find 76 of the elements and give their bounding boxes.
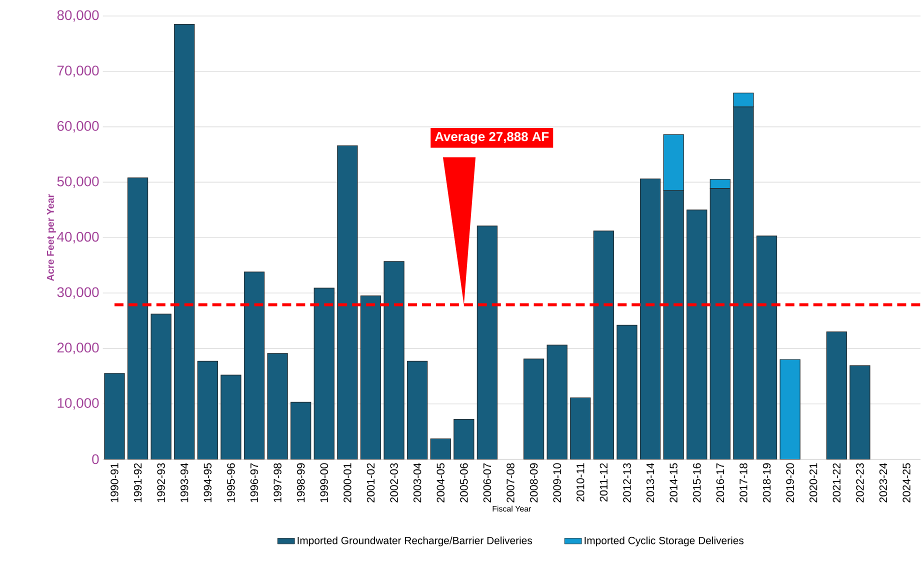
bar: [593, 230, 614, 460]
bar: [127, 177, 148, 460]
x-tick-label: 2008-09: [530, 463, 538, 502]
x-tick-label: 1997-98: [274, 463, 282, 502]
y-tick-label: 70,000: [57, 66, 99, 78]
x-tick-label: 2006-07: [483, 463, 492, 502]
bar: [850, 365, 870, 460]
bar: [337, 145, 358, 460]
bar: [686, 210, 708, 460]
x-tick-label: 2013-14: [646, 463, 654, 502]
legend-label: Imported Cyclic Storage Deliveries: [584, 536, 744, 546]
bar: [756, 236, 778, 460]
x-tick-label: 2021-22: [832, 463, 841, 502]
x-tick-label: 1991-92: [134, 463, 142, 502]
bar: [454, 419, 474, 460]
bar: [360, 295, 382, 460]
x-tick-label: 2010-11: [576, 463, 584, 502]
bar: [314, 288, 334, 460]
x-tick-label: 2003-04: [413, 463, 422, 502]
bar: [430, 438, 451, 460]
bar: [197, 360, 218, 460]
bar: [640, 178, 661, 460]
x-tick-label: 1995-96: [227, 463, 235, 502]
bar: [290, 402, 312, 460]
bar: [523, 358, 544, 460]
x-tick-label: 1998-99: [296, 463, 305, 502]
legend-label: Imported Groundwater Recharge/Barrier Deliveries: [298, 536, 532, 546]
bar: [826, 331, 847, 460]
x-tick-label: 2004-05: [436, 463, 444, 502]
y-axis-title: Acre Feet per Year: [46, 194, 56, 282]
y-tick-label: 10,000: [58, 398, 99, 410]
x-tick-label: 2015-16: [693, 463, 701, 502]
bar: [150, 314, 172, 460]
bar: [407, 360, 428, 460]
bar: [220, 374, 242, 460]
x-tick-label: 1996-97: [250, 463, 258, 502]
x-tick-label: 2002-03: [390, 463, 398, 502]
bar: [267, 353, 288, 460]
bar: [780, 359, 800, 460]
x-tick-label: 2018-19: [762, 463, 771, 502]
bar: [104, 373, 125, 460]
bar: [546, 344, 568, 460]
x-tick-label: 1994-95: [204, 463, 212, 502]
y-tick-label: 60,000: [57, 121, 99, 133]
x-tick-label: 2014-15: [670, 463, 678, 502]
bar: [244, 272, 265, 460]
x-tick-label: 1992-93: [157, 463, 165, 502]
ref-line-label: Average 27,888 AF: [434, 132, 549, 144]
bar: [384, 261, 404, 460]
x-tick-label: 2023-24: [879, 463, 888, 502]
bar: [476, 226, 498, 460]
x-tick-label: 2001-02: [366, 463, 375, 502]
x-tick-label: 2019-20: [786, 463, 794, 502]
x-tick-label: 2011-12: [600, 463, 608, 502]
y-tick-label: 40,000: [57, 232, 99, 244]
x-tick-label: 2005-06: [460, 463, 468, 502]
x-tick-label: 2000-01: [344, 463, 352, 502]
x-tick-label: 2022-23: [856, 463, 864, 502]
bar: [616, 324, 638, 460]
x-tick-label: 2020-21: [809, 463, 818, 502]
x-tick-label: 2009-10: [553, 463, 561, 502]
x-tick-label: 2017-18: [740, 463, 748, 502]
y-tick-label: 80,000: [57, 10, 99, 22]
bar: [174, 24, 195, 460]
x-tick-label: 1993-94: [180, 463, 188, 502]
x-tick-label: 2007-08: [506, 463, 514, 502]
x-tick-label: 2016-17: [716, 463, 724, 502]
y-tick-label: 0: [92, 454, 99, 464]
y-tick-label: 20,000: [57, 342, 99, 354]
y-tick-label: 50,000: [57, 176, 99, 188]
y-tick-label: 30,000: [57, 287, 99, 299]
x-tick-label: 2024-25: [902, 463, 910, 502]
x-tick-label: 1990-91: [110, 463, 118, 502]
bar: [570, 397, 591, 460]
x-tick-label: 1999-00: [320, 463, 328, 502]
x-tick-label: 2012-13: [623, 463, 631, 502]
